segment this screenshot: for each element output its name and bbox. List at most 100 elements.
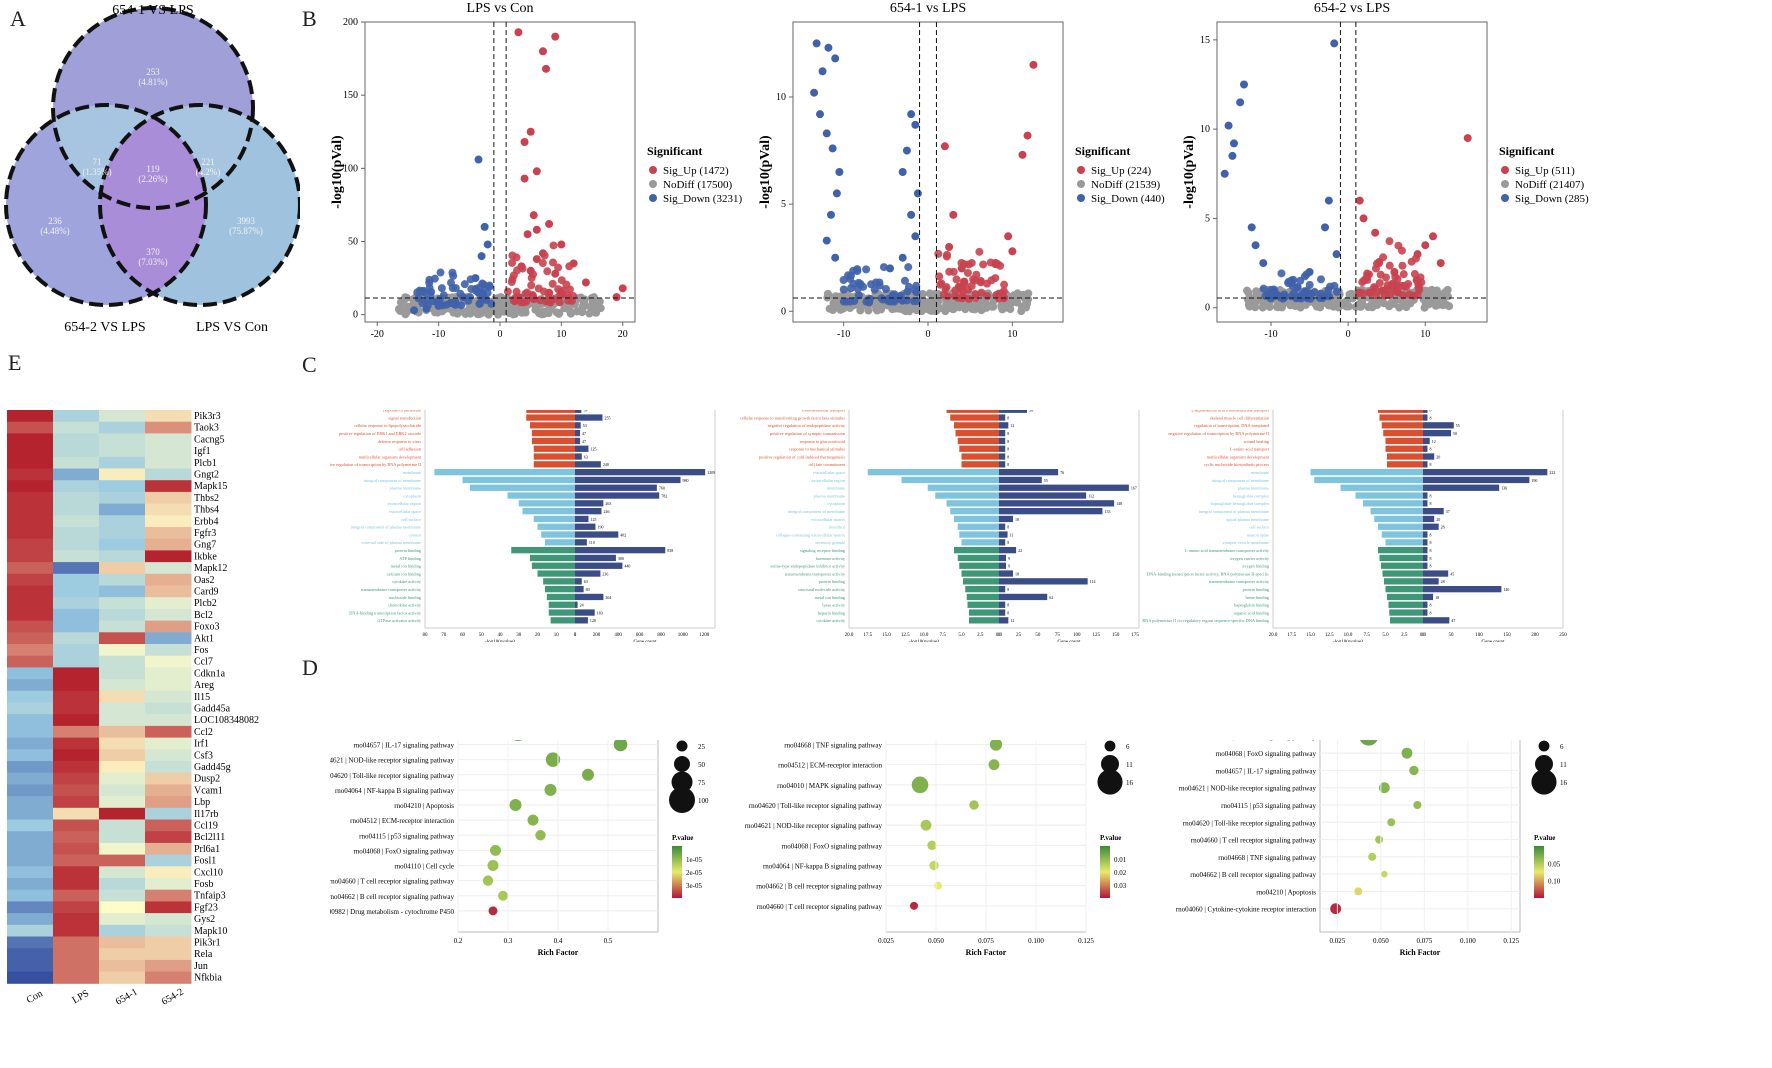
- heatmap-row-label: Akt1: [194, 633, 214, 644]
- volcano-point-up: [1399, 291, 1408, 300]
- venn-pct-654_1_and_lps: (4.2%): [196, 167, 221, 177]
- go-bar-pvalue: [462, 476, 575, 484]
- volcano-point-down: [1306, 294, 1315, 303]
- go-bar-count-label: 782: [661, 493, 667, 498]
- kegg-size-swatch: [1535, 755, 1553, 773]
- heatmap-cell: [99, 585, 146, 598]
- heatmap-cell: [7, 468, 54, 481]
- volcano-point-down: [1321, 223, 1329, 232]
- volcano-panel-1: 654-1 vs LPSlog2(FC)-log10(pVal)-1001005…: [758, 1, 1165, 340]
- go-term-label: protein binding: [1243, 587, 1270, 592]
- go-bar-count: [999, 547, 1017, 554]
- volcano-point-up: [557, 240, 566, 249]
- volcano-point-nodiff: [931, 307, 940, 316]
- go-bar-count-label: 63: [584, 579, 588, 584]
- go-bar-pvalue: [961, 570, 999, 577]
- go-term-label: synaptic vesicle membrane: [1222, 540, 1269, 545]
- go-bar-count-label: 47: [582, 439, 586, 444]
- go-bar-count: [575, 531, 619, 538]
- go-left-tick: 70: [441, 633, 447, 638]
- heatmap-cell: [99, 620, 146, 633]
- go-bar-count-label: 8: [1429, 556, 1431, 561]
- heatmap-cell: [53, 667, 100, 680]
- go-term-label: cytokine activity: [392, 579, 422, 584]
- volcano-point-up: [949, 210, 958, 219]
- volcano-legend-swatch-0: [1501, 166, 1509, 174]
- volcano-xtick-label-1: -10: [837, 329, 850, 340]
- venn-overlap-654-2-lps: [100, 105, 206, 305]
- go-left-tick: 10.0: [1344, 633, 1353, 638]
- heatmap-row-label: Pik3r1: [194, 938, 221, 949]
- go-bar-count-label: 8: [1429, 603, 1431, 608]
- heatmap-row-label: Cacng5: [194, 434, 225, 445]
- volcano-point-nodiff: [1438, 291, 1447, 300]
- heatmap-cell: [53, 655, 100, 668]
- volcano-legend-label-2: Sig_Down (285): [1515, 193, 1589, 205]
- go-term-label: response to glucocorticoid: [800, 439, 846, 444]
- heatmap-cell: [145, 878, 192, 891]
- go-bar-pvalue: [522, 508, 575, 515]
- go-bar-count-label: 190: [597, 525, 603, 530]
- kegg-panel-2: rno04010 | MAPK signaling pathwayrno0451…: [1176, 740, 1568, 957]
- heatmap-cell: [145, 725, 192, 739]
- heatmap-cell: [53, 421, 100, 434]
- go-right-tick: 0: [998, 633, 1001, 638]
- volcano-point-up: [934, 249, 943, 258]
- go-left-tick: 20.0: [845, 633, 854, 638]
- kegg-bubble: [488, 906, 498, 916]
- go-bar-count-label: 47: [1451, 618, 1455, 623]
- venn-label-right: LPS VS Con: [196, 320, 268, 335]
- go-left-tick: 15.0: [1306, 633, 1315, 638]
- go-bar-count: [1423, 414, 1428, 421]
- heatmap-cell: [99, 725, 146, 739]
- heatmap-row-label: Erbb4: [194, 516, 218, 527]
- heatmap-cell: [53, 632, 100, 645]
- go-bar-count: [575, 586, 584, 593]
- heatmap-cell: [99, 468, 146, 481]
- go-bar-pvalue: [961, 539, 999, 546]
- volcano-point-up: [976, 276, 985, 285]
- go-bar-count: [575, 570, 601, 577]
- go-bar-count-label: 140: [1503, 587, 1509, 592]
- volcano-point-up: [527, 281, 536, 290]
- volcano-point-down: [476, 289, 485, 298]
- volcano-point-down: [812, 39, 821, 48]
- volcano-point-up: [532, 225, 541, 234]
- volcano-point-nodiff: [829, 299, 838, 308]
- heatmap-cell: [53, 456, 100, 469]
- heatmap-cell: [145, 971, 192, 984]
- kegg-pathway-label: rno04660 | T cell receptor signaling pat…: [757, 903, 883, 911]
- go-bar-count-label: 246: [603, 509, 609, 514]
- volcano-point-up: [1023, 131, 1032, 140]
- heatmap-cell: [99, 784, 146, 797]
- heatmap-row-label: Cdkn1a: [194, 668, 226, 679]
- kegg-bubble: [989, 740, 1003, 751]
- go-bar-count-label: 24: [580, 603, 584, 608]
- heatmap-cell: [99, 842, 146, 856]
- kegg-pathway-label: rno04110 | Cell cycle: [394, 863, 454, 871]
- heatmap-cell: [53, 644, 100, 657]
- volcano-point-down: [1324, 196, 1333, 205]
- venn-overlap-group-2: [100, 105, 206, 305]
- heatmap-cell: [145, 527, 192, 540]
- volcano-point-up: [958, 287, 967, 296]
- heatmap-cell: [7, 831, 54, 844]
- volcano-legend-title-1: Significant: [1075, 144, 1130, 158]
- heatmap-cell: [145, 889, 192, 902]
- volcano-title-2: 654-2 vs LPS: [1314, 1, 1390, 16]
- go-bar-count: [1423, 609, 1428, 616]
- volcano-point-up: [556, 290, 565, 299]
- volcano-point-up: [548, 279, 557, 288]
- volcano-ytick-label-1: 5: [781, 199, 786, 210]
- volcano-point-down: [451, 284, 460, 293]
- go-bar-count-label: 133: [1104, 509, 1110, 514]
- volcano-xtick-label-0: -20: [371, 329, 384, 340]
- heatmap-cell: [53, 807, 100, 820]
- go-bar-count-label: 36: [1029, 410, 1033, 413]
- kegg-bubble: [934, 881, 942, 890]
- go-left-tick: 7.5: [1364, 633, 1371, 638]
- go-term-label: signal transduction: [388, 415, 421, 420]
- go-bar-count-label: 980: [683, 478, 689, 483]
- volcano-point-down: [1316, 275, 1325, 284]
- volcano-point-up: [542, 64, 551, 73]
